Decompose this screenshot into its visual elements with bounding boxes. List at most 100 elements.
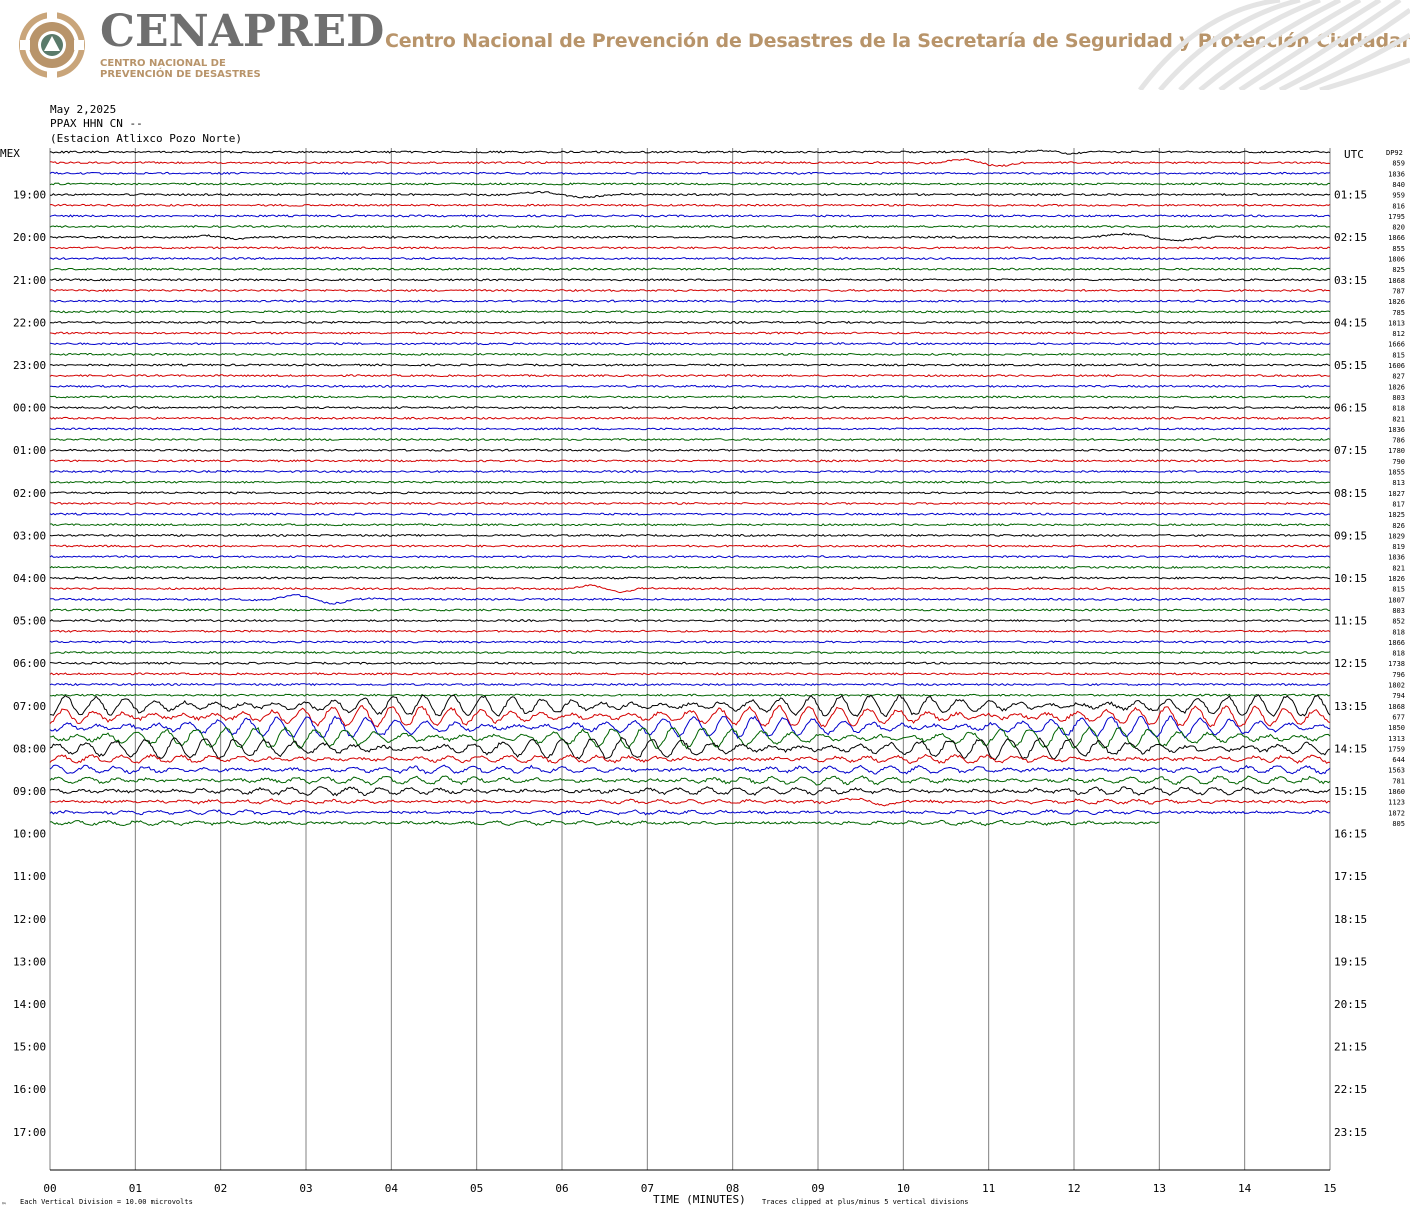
- trace-value-label: 1807: [1388, 596, 1405, 604]
- right-hour-label: 08:15: [1334, 487, 1367, 500]
- trace-value-label: 786: [1392, 437, 1405, 445]
- vertical-division-note: Each Vertical Division = 10.00 microvolt…: [20, 1198, 193, 1206]
- trace-line: [50, 651, 1331, 655]
- right-hour-label: 06:15: [1334, 402, 1367, 415]
- left-hour-label: 19:00: [13, 189, 46, 202]
- left-axis-label: MEX: [0, 147, 20, 160]
- trace-value-label: 787: [1392, 287, 1405, 295]
- trace-line: [49, 406, 1331, 410]
- trace-line: [49, 576, 1331, 580]
- trace-value-label: 959: [1392, 192, 1405, 200]
- brand-subtitle: CENTRO NACIONAL DE PREVENCIÓN DE DESASTR…: [100, 58, 360, 80]
- trace-value-label: 1563: [1388, 767, 1405, 775]
- trace-line: [49, 203, 1331, 207]
- trace-line: [49, 672, 1331, 676]
- x-tick-label: 15: [1323, 1182, 1336, 1195]
- trace-line: [49, 320, 1331, 324]
- x-tick-label: 02: [214, 1182, 227, 1195]
- trace-line: [49, 594, 1331, 605]
- trace-value-label: 790: [1392, 458, 1405, 466]
- right-axis-label: UTC: [1344, 148, 1364, 161]
- corner-mark: ™: [2, 1202, 6, 1209]
- trace-line: [49, 342, 1331, 346]
- trace-line: [49, 182, 1331, 186]
- trace-line: [49, 448, 1331, 452]
- trace-value-label: 1827: [1388, 490, 1405, 498]
- trace-line: [49, 374, 1331, 378]
- trace-line: [49, 491, 1331, 495]
- trace-line: [49, 544, 1331, 548]
- trace-value-label: 826: [1392, 522, 1405, 530]
- trace-line: [49, 608, 1330, 612]
- trace-line: [49, 469, 1331, 474]
- left-hour-label: 16:00: [13, 1083, 46, 1096]
- trace-line: [49, 809, 1331, 816]
- trace-line: [49, 191, 1331, 199]
- trace-value-label: 827: [1392, 373, 1405, 381]
- chart-date: May 2,2025: [50, 103, 116, 116]
- x-tick-label: 00: [43, 1182, 56, 1195]
- trace-line: [49, 310, 1331, 314]
- trace-line: [49, 726, 1331, 750]
- trace-value-label: 1825: [1388, 511, 1405, 519]
- right-hour-label: 19:15: [1334, 955, 1367, 968]
- right-hour-label: 22:15: [1334, 1083, 1367, 1096]
- right-hour-label: 14:15: [1334, 742, 1367, 755]
- left-hour-label: 09:00: [13, 785, 46, 798]
- left-hour-label: 05:00: [13, 615, 46, 628]
- trace-line: [49, 256, 1331, 261]
- left-hour-label: 17:00: [13, 1126, 46, 1139]
- trace-line: [50, 661, 1331, 665]
- left-hour-labels: 19:00 20:00 21:00 22:00 23:00 00:00 01:00 02:00…: [13, 189, 46, 1139]
- trace-line: [49, 214, 1331, 218]
- trace-value-label: 1795: [1388, 213, 1405, 221]
- trace-value-label: 1826: [1388, 298, 1405, 306]
- x-tick-label: 01: [129, 1182, 142, 1195]
- right-hour-label: 12:15: [1334, 657, 1367, 670]
- left-hour-label: 22:00: [13, 316, 46, 329]
- right-hour-label: 23:15: [1334, 1126, 1367, 1139]
- left-hour-label: 07:00: [13, 700, 46, 713]
- trace-value-label: 794: [1392, 692, 1405, 700]
- trace-line: [49, 395, 1331, 399]
- trace-line: [49, 819, 1160, 827]
- trace-value-label: 821: [1392, 564, 1405, 572]
- trace-line: [49, 437, 1331, 442]
- trace-line: [50, 384, 1331, 388]
- trace-line: [49, 736, 1331, 761]
- trace-value-label: 1780: [1388, 447, 1405, 455]
- right-hour-label: 02:15: [1334, 231, 1367, 244]
- right-hour-label: 18:15: [1334, 913, 1367, 926]
- right-hour-label: 10:15: [1334, 572, 1367, 585]
- trace-value-label: 1866: [1388, 234, 1405, 242]
- trace-value-label: 859: [1392, 160, 1405, 168]
- station-code: PPAX HHN CN --: [50, 117, 143, 130]
- trace-value-label: 781: [1392, 777, 1405, 785]
- left-hour-label: 10:00: [13, 828, 46, 841]
- x-tick-label: 04: [385, 1182, 399, 1195]
- left-hour-label: 14:00: [13, 998, 46, 1011]
- trace-value-label: 1868: [1388, 277, 1405, 285]
- trace-value-label: 1829: [1388, 532, 1405, 540]
- trace-line: [49, 629, 1331, 633]
- trace-line: [49, 565, 1331, 569]
- cenapred-logo-icon: [19, 12, 85, 78]
- left-hour-label: 13:00: [13, 955, 46, 968]
- trace-line: [49, 797, 1331, 807]
- trace-line: [49, 753, 1331, 765]
- trace-value-label: 1123: [1388, 799, 1405, 807]
- left-hour-label: 21:00: [13, 274, 46, 287]
- trace-value-label: 821: [1392, 415, 1405, 423]
- x-tick-label: 09: [811, 1182, 824, 1195]
- trace-value-label: 1866: [1388, 639, 1405, 647]
- left-hour-label: 06:00: [13, 657, 46, 670]
- x-axis-title: TIME (MINUTES): [653, 1193, 746, 1206]
- trace-line: [49, 427, 1331, 431]
- trace-value-label: 825: [1392, 266, 1405, 274]
- trace-value-label: 1313: [1388, 735, 1405, 743]
- right-hour-label: 04:15: [1334, 316, 1367, 329]
- trace-line: [49, 459, 1331, 463]
- trace-value-label: 1872: [1388, 809, 1405, 817]
- right-hour-label: 21:15: [1334, 1041, 1367, 1054]
- brand-name: CENAPRED: [100, 6, 385, 57]
